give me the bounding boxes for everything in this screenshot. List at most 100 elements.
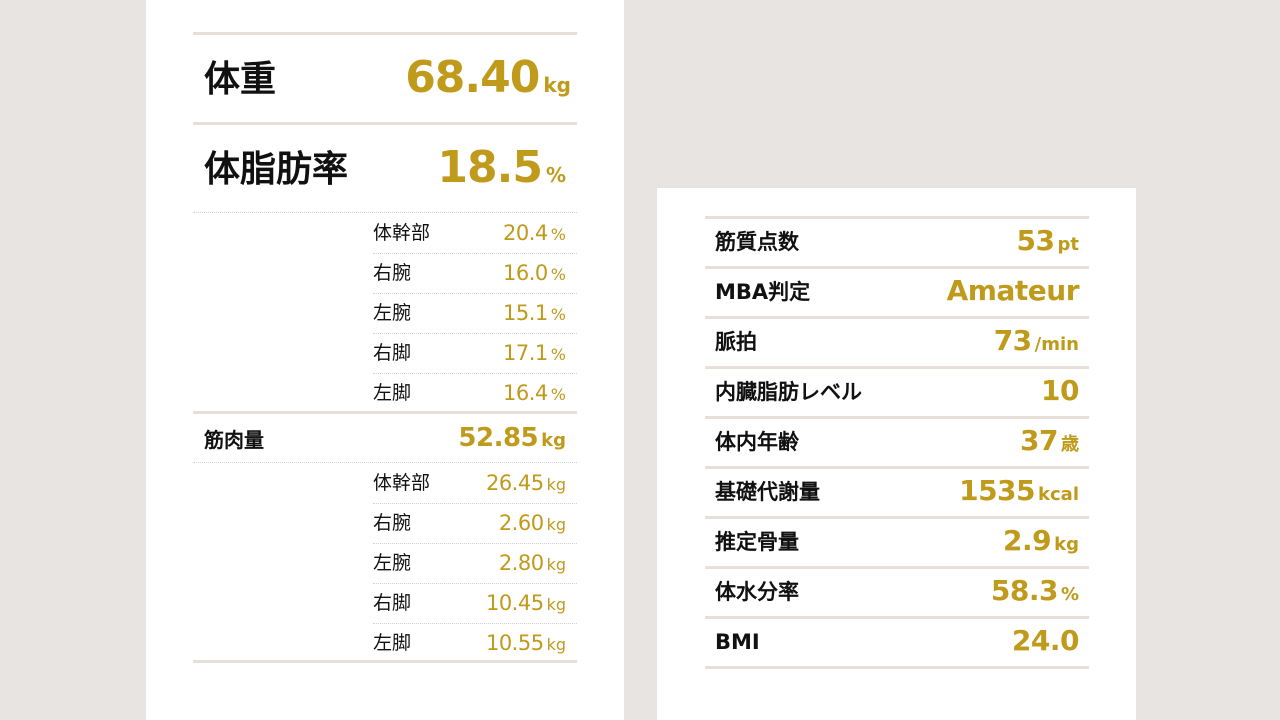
muscle-part-value: 10.45 kg <box>486 593 566 614</box>
metric-label: 推定骨量 <box>715 530 799 554</box>
fat-part-label: 右脚 <box>373 342 412 364</box>
metric-value: 2.9 kg <box>1003 527 1079 555</box>
muscle-part-number: 10.55 <box>485 631 544 655</box>
fat-part-value: 16.4% <box>503 383 566 404</box>
divider <box>373 503 577 504</box>
fat-part-number: 16.4 <box>503 381 548 405</box>
metric-value: 53 pt <box>1017 227 1079 255</box>
muscle-part-number: 26.45 <box>485 471 544 495</box>
body-fat-unit: % <box>545 163 566 187</box>
muscle-part-unit: kg <box>546 555 566 574</box>
fat-part-value: 15.1% <box>503 303 566 324</box>
fat-part-number: 15.1 <box>503 301 548 325</box>
muscle-part-label: 右腕 <box>373 512 412 534</box>
metric-value: 73/min <box>994 327 1079 355</box>
muscle-part-label: 右脚 <box>373 592 412 614</box>
divider <box>705 666 1089 669</box>
metric-number: 24.0 <box>1011 624 1080 657</box>
divider <box>705 416 1089 419</box>
metric-unit: % <box>1060 584 1079 605</box>
divider <box>373 623 577 624</box>
fat-part-unit: % <box>550 345 566 364</box>
fat-part-unit: % <box>550 305 566 324</box>
divider <box>193 122 577 125</box>
metric-value: 58.3% <box>991 577 1079 605</box>
divider <box>373 333 577 334</box>
muscle-unit: kg <box>541 430 566 451</box>
divider <box>193 411 577 414</box>
muscle-part-label: 左腕 <box>373 552 412 574</box>
fat-part-unit: % <box>550 225 566 244</box>
fat-part-unit: % <box>550 265 566 284</box>
metric-value: 1535 kcal <box>959 477 1079 505</box>
muscle-part-label: 体幹部 <box>373 472 431 494</box>
divider <box>373 253 577 254</box>
body-fat-number: 18.5 <box>437 142 543 193</box>
metric-number: 53 <box>1016 224 1055 257</box>
fat-part-number: 17.1 <box>503 341 548 365</box>
muscle-part-value: 26.45 kg <box>486 473 566 494</box>
weight-value: 68.40 kg <box>405 56 571 100</box>
metric-number: 37 <box>1020 424 1058 457</box>
muscle-part-number: 10.45 <box>485 591 544 615</box>
muscle-part-unit: kg <box>546 595 566 614</box>
divider <box>373 293 577 294</box>
metric-label: 筋質点数 <box>715 230 799 254</box>
muscle-part-value: 2.80 kg <box>499 553 566 574</box>
fat-part-value: 20.4% <box>503 223 566 244</box>
muscle-part-label: 左脚 <box>373 632 412 654</box>
fat-part-number: 16.0 <box>503 261 548 285</box>
metric-number: 58.3 <box>990 574 1059 607</box>
body-fat-label: 体脂肪率 <box>204 149 349 190</box>
metric-unit: pt <box>1057 234 1080 255</box>
fat-part-number: 20.4 <box>503 221 548 245</box>
metric-unit: kg <box>1054 534 1079 555</box>
divider <box>705 316 1089 319</box>
muscle-part-unit: kg <box>546 475 566 494</box>
metric-value: 24.0 <box>1011 624 1080 657</box>
divider <box>193 212 577 213</box>
muscle-number: 52.85 <box>458 423 539 453</box>
divider <box>373 583 577 584</box>
divider <box>193 32 577 35</box>
metric-unit: 歳 <box>1061 434 1079 455</box>
metrics-card: 筋質点数 53 pt MBA判定 Amateur 脈拍 73/min 内臓脂肪レベ… <box>657 188 1136 720</box>
weight-unit: kg <box>543 73 571 97</box>
muscle-part-number: 2.60 <box>498 511 544 535</box>
metric-label: 体水分率 <box>715 580 799 604</box>
metric-label: BMI <box>715 630 760 654</box>
fat-part-label: 左脚 <box>373 382 412 404</box>
weight-label: 体重 <box>204 59 277 100</box>
muscle-part-value: 10.55 kg <box>486 633 566 654</box>
divider <box>705 466 1089 469</box>
metric-number: 73 <box>993 324 1032 357</box>
divider <box>705 516 1089 519</box>
metric-label: 基礎代謝量 <box>715 480 820 504</box>
divider <box>705 616 1089 619</box>
divider <box>705 266 1089 269</box>
divider <box>705 366 1089 369</box>
metric-number: Amateur <box>946 274 1080 307</box>
divider <box>373 543 577 544</box>
divider <box>705 216 1089 219</box>
metric-label: 脈拍 <box>715 330 757 354</box>
metric-unit: kcal <box>1038 484 1079 505</box>
fat-part-label: 右腕 <box>373 262 412 284</box>
fat-part-value: 16.0% <box>503 263 566 284</box>
muscle-part-number: 2.80 <box>498 551 544 575</box>
weight-number: 68.40 <box>405 52 540 103</box>
fat-part-value: 17.1% <box>503 343 566 364</box>
metric-value: 37 歳 <box>1020 427 1079 455</box>
muscle-label: 筋肉量 <box>204 428 264 452</box>
metric-unit: /min <box>1034 334 1079 355</box>
divider <box>373 373 577 374</box>
fat-part-label: 体幹部 <box>373 222 431 244</box>
metric-label: MBA判定 <box>715 280 811 304</box>
metric-value: 10 <box>1041 377 1079 405</box>
metric-number: 2.9 <box>1003 524 1052 557</box>
muscle-part-value: 2.60 kg <box>499 513 566 534</box>
metric-value: Amateur <box>946 274 1080 307</box>
metric-label: 内臓脂肪レベル <box>715 380 862 404</box>
muscle-value: 52.85 kg <box>458 425 566 451</box>
muscle-part-unit: kg <box>546 515 566 534</box>
